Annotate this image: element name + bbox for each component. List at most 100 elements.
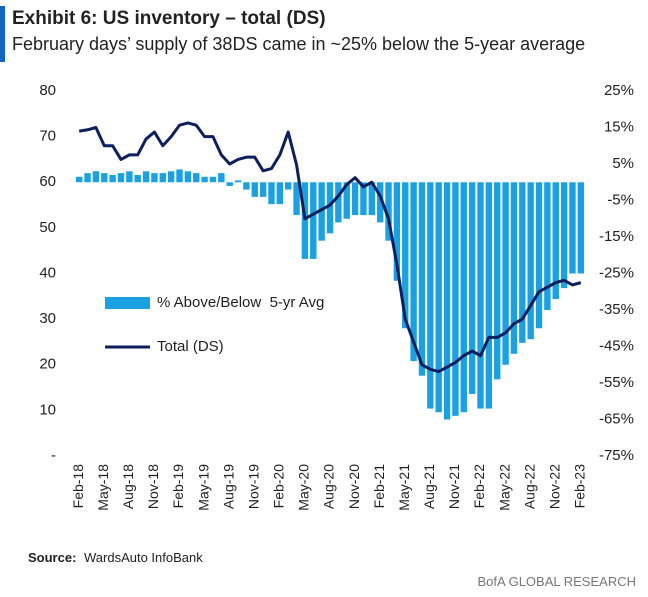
x-tick-label: Feb-20 (271, 464, 287, 509)
x-tick-label: Nov-21 (446, 464, 462, 509)
bar (109, 174, 116, 183)
bar (318, 182, 325, 241)
bar (259, 182, 267, 197)
x-tick-label: Feb-22 (471, 464, 487, 509)
bar (544, 182, 551, 310)
bar (360, 182, 367, 216)
bar (184, 171, 192, 183)
y2-tick-label: -55% (599, 374, 634, 391)
y-tick-label: 60 (39, 173, 56, 190)
bar (468, 182, 476, 394)
footer: BofA GLOBAL RESEARCH (478, 574, 636, 589)
bar (569, 182, 576, 274)
bar (560, 182, 568, 289)
chart-title: Exhibit 6: US inventory – total (DS) (12, 8, 326, 29)
bar (101, 173, 108, 183)
bar (452, 182, 459, 416)
bar (126, 171, 133, 183)
bar (427, 182, 434, 409)
y-tick-label: 50 (39, 219, 56, 236)
bar (201, 176, 208, 183)
y2-tick-label: 5% (612, 155, 634, 172)
bar (460, 182, 467, 413)
bar (284, 182, 292, 190)
bar (485, 182, 493, 409)
x-tick-label: May-20 (296, 464, 312, 511)
source: WardsAuto InfoBank (84, 550, 203, 565)
y2-tick-label: -15% (599, 228, 634, 245)
y-tick-label: 70 (39, 128, 56, 145)
bar (351, 182, 359, 216)
bar (393, 182, 401, 281)
y-tick-label: - (51, 447, 56, 464)
x-tick-label: Feb-19 (170, 464, 186, 509)
bar (502, 182, 509, 365)
bar (293, 182, 300, 216)
bar (84, 173, 91, 183)
bar (218, 173, 225, 183)
chart-subtitle: February days’ supply of 38DS came in ~2… (12, 34, 585, 54)
y2-tick-label: -45% (599, 337, 634, 354)
bar (510, 182, 518, 354)
bar (494, 182, 501, 380)
bar (418, 182, 426, 376)
bar (167, 171, 175, 183)
y2-tick-label: 15% (604, 118, 634, 135)
bar (552, 182, 559, 300)
bar (527, 182, 534, 340)
bar (117, 173, 125, 183)
x-tick-label: May-19 (195, 464, 211, 511)
y2-tick-label: 25% (604, 82, 634, 99)
x-tick-label: Aug-22 (521, 464, 537, 509)
y-tick-label: 20 (39, 356, 56, 373)
bar (301, 182, 309, 259)
y2-tick-label: -35% (599, 301, 634, 318)
bar (159, 173, 166, 183)
y2-tick-label: -5% (607, 191, 634, 208)
bar (176, 169, 183, 183)
bar (368, 182, 376, 216)
x-tick-label: Aug-20 (321, 464, 337, 509)
x-tick-label: Nov-20 (346, 464, 362, 509)
bar (443, 182, 451, 420)
y2-tick-label: -25% (599, 264, 634, 281)
bar (376, 182, 384, 223)
x-tick-label: Nov-22 (546, 464, 562, 509)
legend-swatch (105, 297, 150, 309)
bar (92, 171, 100, 183)
x-tick-label: Aug-18 (120, 464, 136, 509)
bar (535, 182, 543, 329)
legend-label: Total (DS) (157, 338, 224, 355)
y-tick-label: 10 (39, 401, 56, 418)
bar (519, 182, 526, 343)
bar (310, 182, 317, 259)
bar (251, 182, 258, 197)
y-tick-label: 40 (39, 264, 56, 281)
bar (435, 182, 442, 413)
source-label: Source: (28, 550, 76, 565)
bar (209, 176, 217, 183)
x-tick-label: Feb-21 (371, 464, 387, 509)
bar (326, 182, 334, 234)
x-tick-label: Nov-19 (245, 464, 261, 509)
x-tick-label: May-22 (496, 464, 512, 511)
x-tick-label: Feb-23 (572, 464, 588, 509)
line (78, 121, 582, 374)
bar (385, 182, 392, 241)
bar (410, 182, 417, 362)
bar (268, 182, 275, 205)
bar (193, 173, 200, 183)
title-accent (0, 6, 5, 62)
bar (234, 180, 242, 183)
bar (577, 182, 585, 274)
bar (142, 171, 150, 183)
y-tick-label: 80 (39, 82, 56, 99)
x-tick-label: Aug-21 (421, 464, 437, 509)
bar (226, 182, 233, 186)
y-tick-label: 30 (39, 310, 56, 327)
x-tick-label: Aug-19 (220, 464, 236, 509)
bar (477, 182, 484, 409)
y2-tick-label: -75% (599, 447, 634, 464)
bar (75, 176, 83, 183)
